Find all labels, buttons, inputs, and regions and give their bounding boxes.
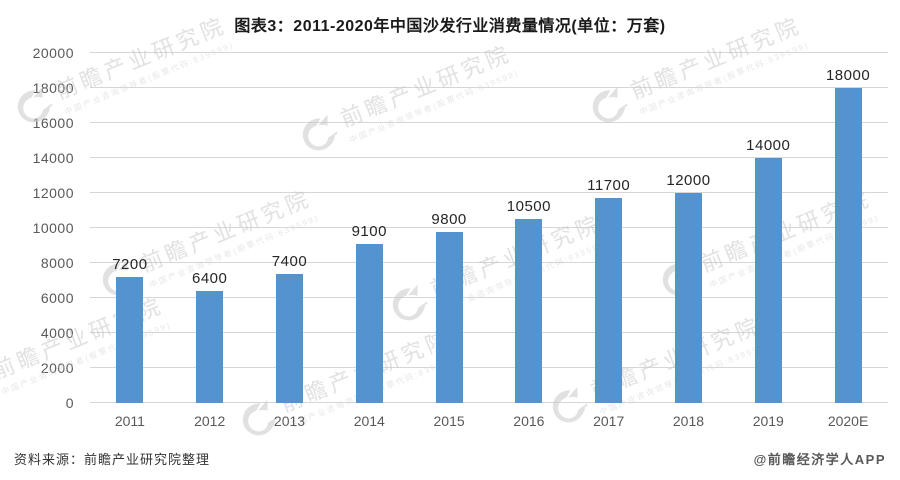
gridline xyxy=(90,122,888,123)
bar-group-2013: 7400 xyxy=(250,53,330,403)
y-tick-label: 6000 xyxy=(40,290,74,306)
bar-value-label: 9800 xyxy=(431,210,467,228)
bar-2018 xyxy=(674,193,702,403)
x-tick-label: 2017 xyxy=(593,413,625,429)
gridline xyxy=(90,297,888,298)
bar-2015 xyxy=(435,231,463,403)
gridline xyxy=(90,227,888,228)
gridline xyxy=(90,52,888,53)
y-tick-label: 2000 xyxy=(40,360,74,376)
bar-2013 xyxy=(275,273,303,403)
y-tick-label: 12000 xyxy=(32,185,74,201)
y-tick-label: 4000 xyxy=(40,325,74,341)
bar-value-label: 7200 xyxy=(112,256,148,273)
bar-group-2015: 9800 xyxy=(409,53,489,403)
bar-value-label: 10500 xyxy=(506,198,551,216)
x-tick-label: 2011 xyxy=(114,413,145,429)
bar-chart: 0 2000 4000 6000 8000 10000 12000 14000 16000 180… xyxy=(10,45,888,411)
gridline xyxy=(90,402,888,403)
bar-group-2018: 12000 xyxy=(649,53,729,403)
bar-2017 xyxy=(595,198,623,403)
bar-group-2011: 7200 xyxy=(90,53,170,403)
chart-title: 图表3：2011-2020年中国沙发行业消费量情况(单位：万套) xyxy=(234,18,666,35)
bar-group-2019: 14000 xyxy=(728,53,808,403)
y-tick-label: 14000 xyxy=(32,150,74,166)
bar-series: 7200 6400 7400 9100 9800 10500 11700 12000 14000… xyxy=(90,53,888,403)
bar-2019 xyxy=(754,158,782,403)
bar-2016 xyxy=(515,219,543,403)
chart-footer: 资料来源：前瞻产业研究院整理 @前瞻经济学人APP xyxy=(14,449,886,468)
gridline xyxy=(90,367,888,368)
bar-value-label: 6400 xyxy=(192,270,228,287)
credit-note: @前瞻经济学人APP xyxy=(753,452,886,467)
x-tick-label: 2019 xyxy=(752,413,784,429)
x-tick-label: 2013 xyxy=(273,413,306,429)
bar-group-2017: 11700 xyxy=(569,53,649,403)
bar-group-2016: 10500 xyxy=(489,53,569,403)
gridline xyxy=(90,332,888,333)
bar-group-2012: 6400 xyxy=(170,53,250,403)
gridline xyxy=(90,157,888,158)
x-axis: 2011 2012 2013 2014 2015 2016 2017 2018 2019 2020… xyxy=(90,404,888,429)
bar-2014 xyxy=(355,243,383,403)
bar-2011 xyxy=(116,277,144,403)
plot-area: 7200 6400 7400 9100 9800 10500 11700 12000 14000… xyxy=(90,52,888,403)
bar-group-2020E: 18000 xyxy=(808,53,888,403)
y-tick-label: 18000 xyxy=(32,80,74,96)
x-tick-label: 2016 xyxy=(513,413,545,429)
gridline xyxy=(90,262,888,263)
bar-group-2014: 9100 xyxy=(329,53,409,403)
x-tick-label: 2012 xyxy=(194,413,226,429)
x-tick-label: 2014 xyxy=(353,413,385,429)
y-axis: 0 2000 4000 6000 8000 10000 12000 14000 16000 180… xyxy=(10,45,90,411)
bar-value-label: 14000 xyxy=(746,137,791,154)
bar-value-label: 18000 xyxy=(825,67,871,84)
y-tick-label: 0 xyxy=(65,395,74,411)
y-tick-label: 10000 xyxy=(32,220,74,236)
y-tick-label: 8000 xyxy=(40,255,74,271)
bar-2020E xyxy=(834,88,862,403)
bar-2012 xyxy=(196,291,224,403)
source-note: 资料来源：前瞻产业研究院整理 xyxy=(14,452,211,467)
bar-value-label: 11700 xyxy=(587,177,631,195)
bar-value-label: 12000 xyxy=(666,172,711,189)
gridline xyxy=(90,192,888,193)
y-tick-label: 16000 xyxy=(32,115,74,131)
bar-value-label: 7400 xyxy=(271,252,308,270)
x-tick-label: 2020E xyxy=(827,413,869,429)
x-tick-label: 2018 xyxy=(672,413,705,429)
bar-value-label: 9100 xyxy=(351,222,387,240)
y-tick-label: 20000 xyxy=(32,45,74,61)
x-tick-label: 2015 xyxy=(433,413,465,429)
gridline xyxy=(90,87,888,88)
